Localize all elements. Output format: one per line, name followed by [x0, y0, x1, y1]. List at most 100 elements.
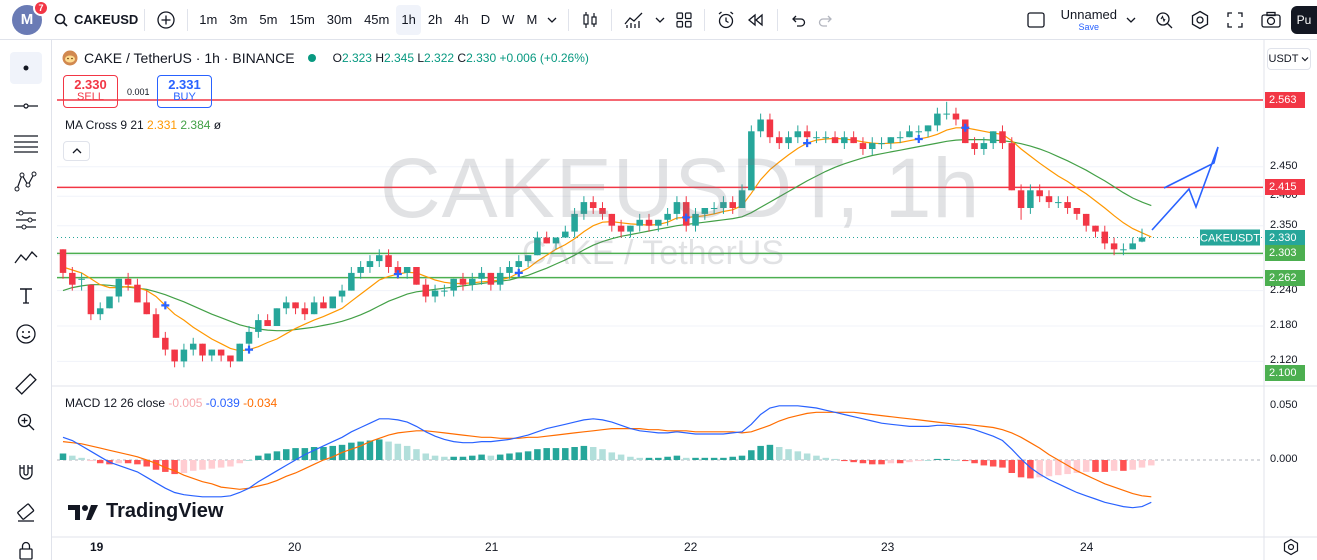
layout-select-button[interactable]: [1021, 5, 1051, 35]
tradingview-logo[interactable]: TradingView: [66, 500, 223, 523]
candle: [859, 137, 867, 155]
candle: [952, 107, 960, 126]
brush-tool[interactable]: [10, 242, 42, 274]
interval-5m[interactable]: 5m: [259, 12, 278, 27]
candle: [868, 137, 876, 155]
candle: [329, 296, 337, 309]
macd-legend[interactable]: MACD 12 26 close -0.005 -0.039 -0.034: [65, 396, 277, 410]
macd-histogram-bar: [273, 451, 281, 460]
compare-symbol-button[interactable]: [151, 5, 181, 35]
candle-body: [692, 213, 699, 226]
interval-30m[interactable]: 30m: [326, 12, 353, 27]
macd-histogram-bar: [69, 455, 76, 460]
templates-button[interactable]: [670, 5, 698, 35]
measure-tool[interactable]: [10, 368, 42, 400]
magnet-tool[interactable]: [10, 456, 42, 488]
candle-body: [543, 237, 550, 244]
ma-cross-marker: [803, 139, 812, 148]
candle: [143, 290, 150, 315]
watermark-symbol: CAKEUSDT, 1h: [380, 141, 981, 235]
macd-tick: 0.050: [1270, 398, 1298, 411]
sell-button[interactable]: 2.330 SELL: [63, 75, 118, 108]
interval-4h[interactable]: 4h: [454, 12, 469, 27]
candle-body: [729, 202, 736, 208]
emoji-tool[interactable]: [10, 318, 42, 350]
pattern-icon: [14, 171, 37, 192]
fib-tool[interactable]: [10, 128, 42, 160]
scale-settings-icon[interactable]: [1282, 538, 1300, 556]
text-tool[interactable]: [10, 280, 42, 312]
lock-tool[interactable]: [10, 534, 42, 560]
macd-histogram-bar: [692, 457, 699, 460]
candle-body: [1027, 190, 1034, 208]
interval-D[interactable]: D: [480, 12, 491, 27]
zoom-tool[interactable]: [10, 406, 42, 438]
interval-15m[interactable]: 15m: [289, 12, 315, 27]
projection-drawing[interactable]: [1151, 146, 1219, 231]
indicators-button[interactable]: [618, 5, 650, 35]
chart-type-button[interactable]: [575, 5, 605, 35]
candle: [887, 137, 895, 149]
currency-select[interactable]: USDT: [1267, 48, 1311, 70]
interval-1h[interactable]: 1h: [396, 4, 421, 35]
interval-2h[interactable]: 2h: [427, 12, 443, 27]
interval-3m[interactable]: 3m: [229, 12, 248, 27]
ma-cross-legend[interactable]: MA Cross 9 21 2.331 2.384 ø: [65, 118, 221, 132]
trend-line-tool[interactable]: [10, 90, 42, 122]
interval-45m[interactable]: 45m: [364, 12, 390, 27]
snapshot-button[interactable]: [1255, 5, 1287, 35]
candle: [850, 131, 857, 144]
buy-button[interactable]: 2.331 BUY: [157, 75, 212, 108]
cursor-dot-tool[interactable]: [10, 52, 42, 84]
candle: [757, 113, 764, 138]
chart-canvas[interactable]: CAKEUSDT: [52, 40, 1317, 560]
candle-body: [906, 131, 913, 138]
alert-button[interactable]: [711, 5, 741, 35]
indicators-dropdown[interactable]: [650, 5, 670, 35]
layout-dropdown[interactable]: [1121, 5, 1141, 35]
symbol-legend[interactable]: CAKE / TetherUS · 1h · BINANCE O2.323 H2…: [62, 50, 589, 66]
candle: [701, 208, 709, 220]
eraser-tool[interactable]: [10, 496, 42, 528]
publish-button[interactable]: Pu: [1291, 6, 1317, 34]
interval-1m[interactable]: 1m: [199, 12, 218, 27]
redo-button[interactable]: [812, 5, 840, 35]
ma-legend-extra: ø: [213, 118, 222, 132]
interval-dropdown[interactable]: [542, 5, 562, 35]
macd-histogram-bar: [924, 460, 932, 461]
symbol-search[interactable]: CAKEUSD: [54, 12, 138, 27]
candle-body: [757, 119, 764, 132]
projection-tool[interactable]: [10, 204, 42, 236]
replay-button[interactable]: [741, 5, 771, 35]
candle: [775, 131, 783, 149]
pattern-tool[interactable]: [10, 166, 42, 198]
undo-button[interactable]: [784, 5, 812, 35]
macd-histogram-bar: [124, 460, 132, 464]
candle-body: [162, 337, 169, 350]
eraser-icon: [17, 503, 35, 522]
candle-body: [989, 131, 997, 144]
candle-body: [143, 302, 150, 315]
macd-histogram-bar: [729, 456, 736, 460]
close-value: 2.330: [466, 51, 497, 65]
collapse-legend-button[interactable]: [63, 141, 90, 161]
macd-histogram-bar: [748, 450, 755, 460]
macd-histogram-bar: [1064, 460, 1071, 475]
macd-histogram-bar: [143, 460, 150, 467]
macd-histogram-bar: [710, 457, 718, 460]
candle-body: [701, 208, 709, 214]
quick-search-button[interactable]: [1149, 5, 1179, 35]
watermark-description: CAKE / TetherUS: [522, 234, 785, 272]
interval-W[interactable]: W: [502, 12, 515, 27]
zigzag-icon: [14, 251, 38, 264]
ma-cross-marker: [161, 301, 170, 310]
layout-name[interactable]: Unnamed Save: [1061, 8, 1117, 32]
chart-settings-button[interactable]: [1185, 5, 1215, 35]
candle-body: [1045, 196, 1053, 203]
save-link[interactable]: Save: [1078, 21, 1100, 32]
interval-M[interactable]: M: [526, 12, 538, 27]
candle: [282, 296, 290, 315]
fullscreen-button[interactable]: [1221, 5, 1249, 35]
candle: [338, 284, 346, 303]
